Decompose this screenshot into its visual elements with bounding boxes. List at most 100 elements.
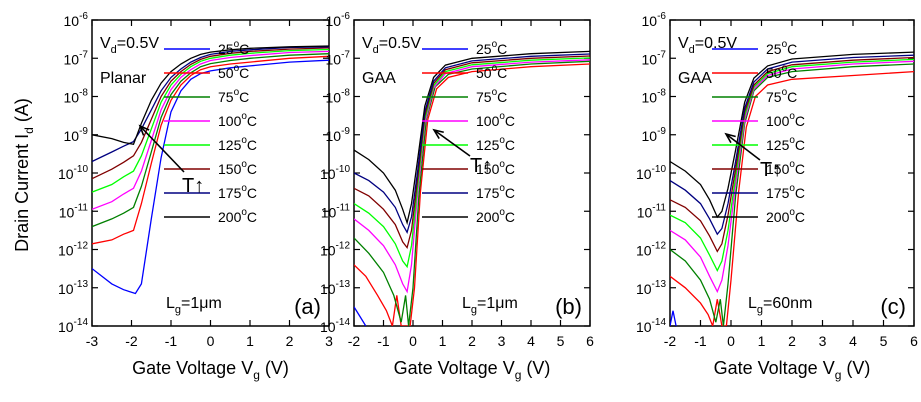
x-tick-label: 3 <box>819 333 827 349</box>
trend-arrow <box>433 129 471 157</box>
y-tick-label: 10-14 <box>58 317 88 335</box>
x-tick-label: 6 <box>586 333 594 349</box>
y-tick-label: 10-6 <box>326 11 351 29</box>
plot-frame <box>91 19 330 327</box>
series-line-25c <box>670 310 677 326</box>
y-tick-label: 10-12 <box>58 241 88 259</box>
y-tick-label: 10-9 <box>326 126 351 144</box>
series-line-125c <box>354 57 590 269</box>
legend-label-100c: 100oC <box>218 111 257 129</box>
bias-annotation: Vd=0.5V <box>100 35 159 56</box>
legend-label-200c: 200oC <box>476 207 515 225</box>
device-label: GAA <box>678 70 712 87</box>
length-annotation: Lg=1μm <box>462 295 518 316</box>
legend-label-25c: 25oC <box>476 39 507 57</box>
x-tick-label: -2 <box>125 333 138 349</box>
y-tick-label: 10-12 <box>636 241 666 259</box>
device-label: GAA <box>362 70 396 87</box>
series-line-25c <box>92 59 329 295</box>
trend-arrow-head <box>724 132 736 144</box>
panel-tag: (a) <box>294 294 321 319</box>
legend-label-75c: 75oC <box>218 87 249 105</box>
legend-label-175c: 175oC <box>766 183 805 201</box>
x-tick-label: -1 <box>165 333 178 349</box>
x-tick-label: 0 <box>727 333 735 349</box>
y-tick-label: 10-11 <box>59 202 89 220</box>
legend-label-200c: 200oC <box>218 207 257 225</box>
y-tick-label: 10-7 <box>642 49 667 67</box>
y-tick-label: 10-8 <box>642 88 667 106</box>
legend-label-150c: 150oC <box>766 159 805 177</box>
y-tick-label: 10-9 <box>642 126 667 144</box>
legend-label-50c: 50oC <box>476 63 507 81</box>
panel-tag: (b) <box>555 294 582 319</box>
legend-label-100c: 100oC <box>766 111 805 129</box>
x-tick-label: 3 <box>325 333 333 349</box>
x-tick-label: -3 <box>86 333 99 349</box>
trend-arrow <box>139 125 185 173</box>
trend-label: T↑ <box>470 155 492 177</box>
x-tick-label: 0 <box>207 333 215 349</box>
y-tick-label: 10-13 <box>320 279 350 297</box>
series-line-75c <box>92 53 329 228</box>
series-line-50c <box>670 70 914 326</box>
panel-3: 10-6 10-7 10-8 10-9 10-10 10-11 10-12 10-13 10-1… <box>636 11 918 382</box>
x-tick-label: 1 <box>246 333 254 349</box>
y-tick-label: 10-6 <box>642 11 667 29</box>
x-tick-label: 2 <box>788 333 796 349</box>
x-axis-label: Gate Voltage Vg (V) <box>132 358 289 382</box>
y-tick-label: 10-7 <box>326 49 351 67</box>
legend-label-150c: 150oC <box>476 159 515 177</box>
x-tick-label: 4 <box>527 333 535 349</box>
series-line-150c <box>354 55 590 250</box>
legend-label-150c: 150oC <box>218 159 257 177</box>
series-line-75c <box>670 63 914 326</box>
y-tick-label: 10-7 <box>64 49 89 67</box>
legend-label-25c: 25oC <box>766 39 797 57</box>
series-line-100c <box>670 60 914 294</box>
x-axis-label: Gate Voltage Vg (V) <box>394 358 551 382</box>
legend-label-50c: 50oC <box>218 63 249 81</box>
legend-label-125c: 125oC <box>766 135 805 153</box>
y-tick-label: 10-10 <box>636 164 666 182</box>
x-tick-label: 5 <box>880 333 888 349</box>
x-tick-label: -1 <box>377 333 390 349</box>
y-tick-label: 10-8 <box>64 88 89 106</box>
series-line-100c <box>354 59 590 294</box>
legend-label-125c: 125oC <box>476 135 515 153</box>
series-line-150c <box>92 47 329 180</box>
series-line-175c <box>670 54 914 236</box>
legend-label-100c: 100oC <box>476 111 515 129</box>
series-line-100c <box>92 50 329 210</box>
x-tick-label: 6 <box>910 333 918 349</box>
legend-label-75c: 75oC <box>476 87 507 105</box>
series-line-125c <box>670 58 914 272</box>
trend-arrow-head <box>432 128 444 139</box>
x-tick-label: 2 <box>286 333 294 349</box>
series-line-25c <box>354 306 367 326</box>
y-tick-label: 10-11 <box>637 202 667 220</box>
series-line-200c <box>92 45 329 146</box>
length-annotation: Lg=60nm <box>748 295 812 316</box>
length-annotation: Lg=1μm <box>166 295 222 316</box>
series-line-75c <box>354 60 590 326</box>
x-tick-label: 1 <box>439 333 447 349</box>
y-tick-label: 10-14 <box>320 317 350 335</box>
bias-annotation: Vd=0.5V <box>678 35 737 56</box>
x-tick-label: 4 <box>849 333 857 349</box>
y-tick-label: 10-14 <box>636 317 666 335</box>
panel-2: 10-610-710-810-910-1010-1110-1210-1310-1… <box>320 11 594 382</box>
trend-label: T↑ <box>760 159 782 181</box>
x-tick-label: -2 <box>664 333 677 349</box>
y-tick-label: 10-13 <box>58 279 88 297</box>
y-tick-label: 10-13 <box>636 279 666 297</box>
series-line-175c <box>354 53 590 234</box>
x-tick-label: 2 <box>468 333 476 349</box>
legend-label-175c: 175oC <box>218 183 257 201</box>
device-label: Planar <box>100 70 147 87</box>
trend-arrow <box>725 133 761 161</box>
panel-tag: (c) <box>880 294 906 319</box>
bias-annotation: Vd=0.5V <box>362 35 421 56</box>
y-tick-label: 10-12 <box>320 241 350 259</box>
